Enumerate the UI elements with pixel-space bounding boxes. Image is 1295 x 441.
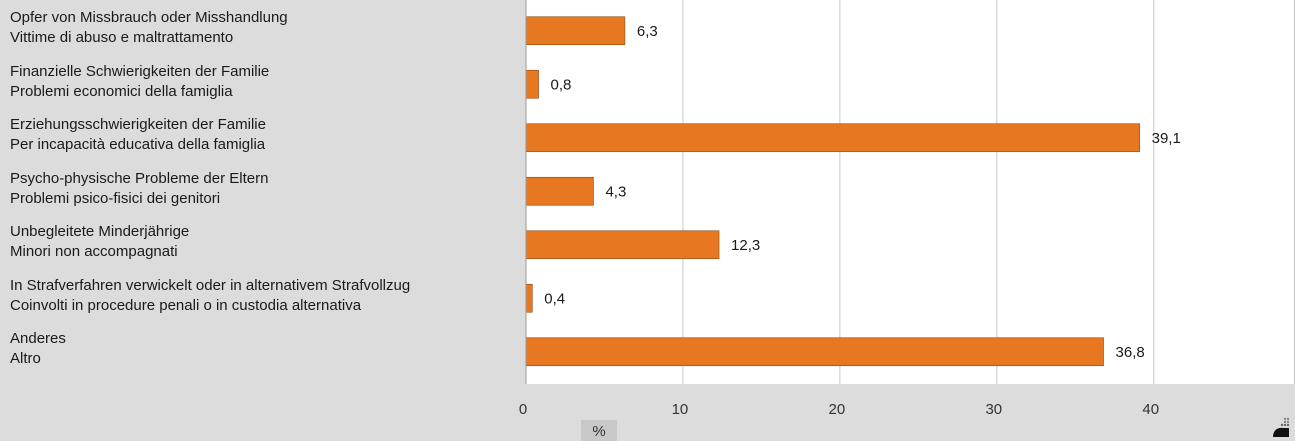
bar-value-label: 36,8 bbox=[1116, 344, 1145, 361]
category-label: In Strafverfahren verwickelt oder in alt… bbox=[10, 276, 410, 316]
category-label-italian: Altro bbox=[10, 350, 41, 367]
category-label: Opfer von Missbrauch oder Misshandlung Vi… bbox=[10, 8, 288, 48]
x-tick-label: 10 bbox=[672, 401, 689, 418]
category-label-german: Opfer von Missbrauch oder Misshandlung bbox=[10, 9, 288, 26]
bar bbox=[525, 16, 626, 46]
category-label-italian: Problemi psico-fisici dei genitori bbox=[10, 189, 221, 207]
x-axis-unit-label: % bbox=[581, 420, 617, 441]
bar bbox=[525, 337, 1104, 367]
category-label-italian: Problemi economici della famiglia bbox=[10, 82, 233, 100]
category-label: Erziehungsschwierigkeiten der Familie Per… bbox=[10, 115, 266, 155]
bar bbox=[525, 230, 720, 260]
category-label: Psycho-physische Probleme der Eltern Prob… bbox=[10, 169, 268, 209]
bar bbox=[525, 123, 1140, 153]
bar bbox=[525, 176, 594, 206]
x-tick-label: 0 bbox=[519, 401, 527, 418]
category-label-italian: Per incapacità educativa della famiglia bbox=[10, 136, 266, 153]
category-label-german: Anderes bbox=[10, 330, 66, 347]
x-tick-label: 40 bbox=[1142, 401, 1159, 418]
category-label-german: Psycho-physische Probleme der Eltern bbox=[10, 169, 269, 187]
bar-value-label: 0,4 bbox=[544, 290, 565, 307]
plot-area bbox=[526, 0, 1295, 384]
bar-value-label: 4,3 bbox=[605, 183, 626, 200]
x-tick-label: 30 bbox=[985, 401, 1002, 418]
category-label-german: In Strafverfahren verwickelt oder in alt… bbox=[10, 276, 411, 294]
bar-value-label: 0,8 bbox=[551, 76, 572, 93]
bar-value-label: 12,3 bbox=[731, 237, 760, 254]
bar-value-label: 6,3 bbox=[637, 23, 658, 40]
category-label-italian: Minori non accompagnati bbox=[10, 243, 178, 260]
category-label-german: Finanzielle Schwierigkeiten der Familie bbox=[10, 62, 270, 80]
category-label-german: Erziehungsschwierigkeiten der Familie bbox=[10, 116, 266, 133]
category-label: Unbegleitete Minderjährige Minori non acc… bbox=[10, 222, 189, 262]
bar bbox=[525, 283, 533, 313]
bar-value-label: 39,1 bbox=[1152, 130, 1181, 147]
bar bbox=[525, 69, 539, 99]
x-tick-label: 20 bbox=[829, 401, 846, 418]
category-label: Finanzielle Schwierigkeiten der Familie P… bbox=[10, 62, 269, 102]
logo-icon bbox=[1273, 417, 1290, 437]
category-label-italian: Vittime di abuso e maltrattamento bbox=[10, 29, 234, 46]
category-label-italian: Coinvolti in procedure penali o in custo… bbox=[10, 296, 362, 314]
category-label-german: Unbegleitete Minderjährige bbox=[10, 223, 190, 240]
category-label: Anderes Altro bbox=[10, 329, 66, 369]
